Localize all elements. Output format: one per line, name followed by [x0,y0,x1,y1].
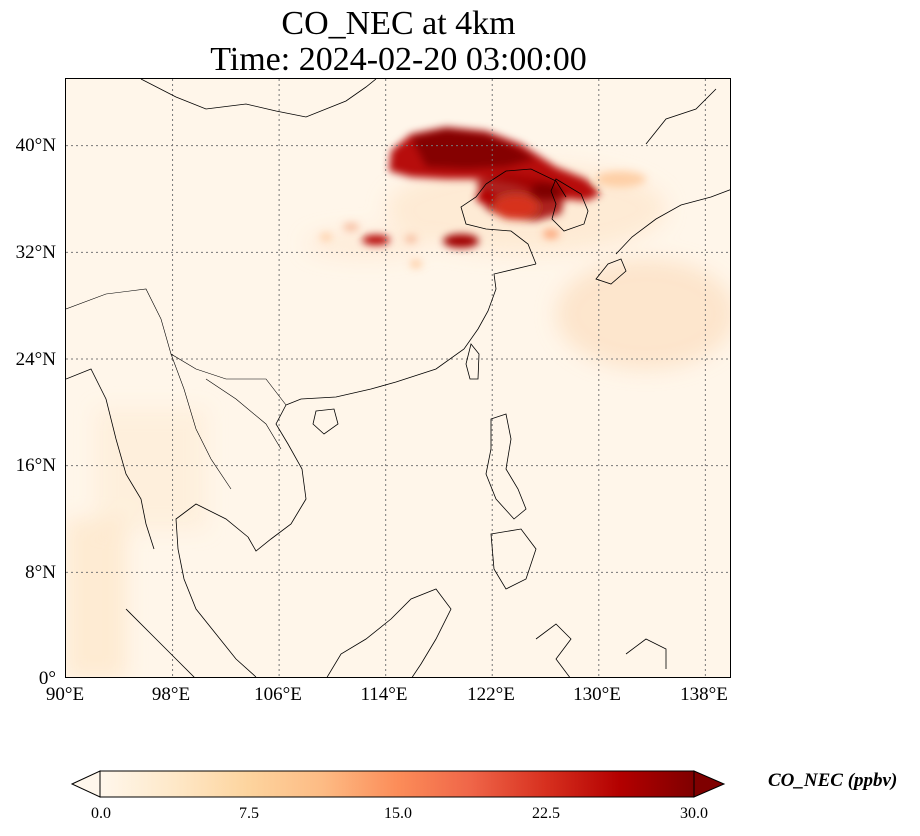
map-time-subtitle: Time: 2024-02-20 03:00:00 [210,41,587,78]
lat-tick-label: 32°N [15,242,56,263]
gridlines [66,79,730,677]
colorbar-tick-label: 7.5 [239,805,259,822]
map-title: CO_NEC at 4km [281,5,516,42]
lon-tick-label: 122°E [467,684,515,705]
lon-tick-label: 130°E [573,684,621,705]
map-panel [65,78,731,678]
lon-tick-label: 106°E [254,684,302,705]
lon-tick-label: 98°E [151,684,191,705]
colorbar-tick-label: 30.0 [680,805,708,822]
colorbar-tick-label: 0.0 [91,805,111,822]
lon-tick-label: 138°E [680,684,728,705]
lat-tick-label: 16°N [15,455,56,476]
colorbar-label: CO_NEC (ppbv) [768,770,898,791]
lon-tick-label: 90°E [45,684,85,705]
colorbar-tick-label: 22.5 [532,805,560,822]
colorbar-tick-label: 15.0 [384,805,412,822]
background-field [66,164,730,677]
colorbar-bar [99,770,695,798]
map-canvas [66,79,730,677]
lat-tick-label: 0° [38,668,56,689]
lon-tick-label: 114°E [360,684,408,705]
colorbar [70,770,726,798]
lat-tick-label: 40°N [15,135,56,156]
colorbar-max-extend [693,770,726,798]
lat-tick-label: 8°N [25,562,56,583]
coastlines [66,79,730,677]
colorbar-min-extend [70,770,101,798]
lat-tick-label: 24°N [15,349,56,370]
